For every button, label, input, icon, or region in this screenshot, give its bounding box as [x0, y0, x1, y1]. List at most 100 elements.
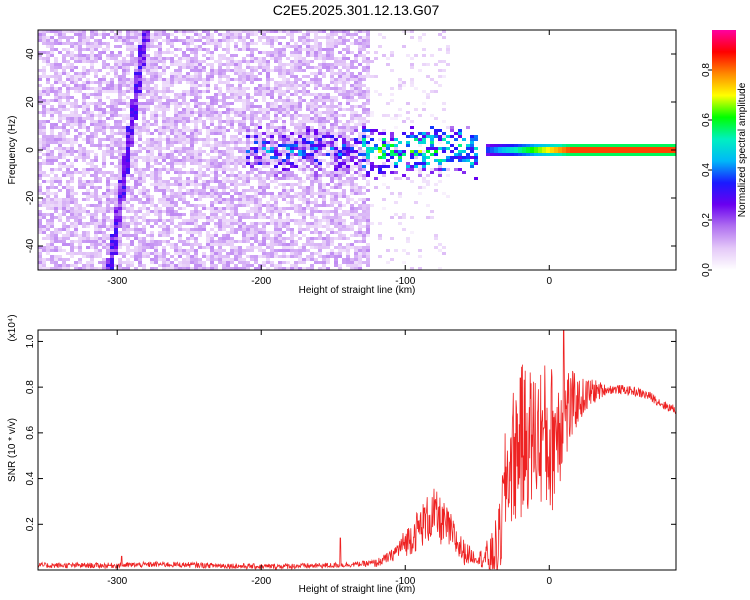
- heatmap-cell: [274, 90, 278, 93]
- heatmap-cell: [98, 129, 102, 132]
- heatmap-cell: [350, 177, 354, 180]
- heatmap-cell: [82, 153, 86, 156]
- heatmap-cell: [126, 210, 130, 213]
- heatmap-cell: [70, 231, 74, 234]
- heatmap-cell: [282, 132, 286, 135]
- heatmap-cell: [298, 210, 302, 213]
- heatmap-cell: [334, 111, 338, 114]
- heatmap-cell: [190, 231, 194, 234]
- heatmap-cell: [142, 228, 146, 231]
- heatmap-cell: [130, 54, 134, 57]
- heatmap-cell: [126, 84, 130, 87]
- heatmap-cell: [114, 60, 118, 63]
- heatmap-cell: [290, 264, 294, 267]
- heatmap-cell: [122, 147, 126, 150]
- heatmap-cell: [102, 234, 106, 237]
- heatmap-cell: [62, 264, 66, 267]
- heatmap-cell: [310, 246, 314, 249]
- heatmap-cell: [338, 72, 342, 75]
- heatmap-cell: [314, 33, 318, 36]
- heatmap-cell: [90, 120, 94, 123]
- heatmap-cell: [410, 30, 414, 33]
- heatmap-cell: [234, 252, 238, 255]
- heatmap-cell: [314, 96, 318, 99]
- heatmap-cell: [130, 36, 134, 39]
- heatmap-cell: [62, 222, 66, 225]
- heatmap-cell: [42, 201, 46, 204]
- heatmap-cell: [298, 222, 302, 225]
- heatmap-cell: [150, 204, 154, 207]
- heatmap-cell: [74, 225, 78, 228]
- heatmap-cell: [294, 69, 298, 72]
- heatmap-cell: [298, 267, 302, 270]
- heatmap-cell: [354, 90, 358, 93]
- heatmap-cell: [154, 240, 158, 243]
- heatmap-cell: [306, 75, 310, 78]
- heatmap-cell: [370, 168, 374, 171]
- heatmap-cell: [82, 183, 86, 186]
- heatmap-cell: [98, 39, 102, 42]
- heatmap-cell: [50, 129, 54, 132]
- heatmap-cell: [322, 153, 326, 156]
- heatmap-cell: [42, 30, 46, 33]
- heatmap-cell: [146, 81, 150, 84]
- heatmap-cell: [110, 90, 114, 93]
- heatmap-cell: [94, 222, 98, 225]
- heatmap-cell: [166, 123, 170, 126]
- heatmap-cell: [194, 69, 198, 72]
- heatmap-cell: [46, 54, 50, 57]
- heatmap-cell: [198, 69, 202, 72]
- heatmap-cell: [218, 165, 222, 168]
- heatmap-cell: [46, 60, 50, 63]
- heatmap-cell: [246, 261, 250, 264]
- heatmap-cell: [334, 159, 338, 162]
- heatmap-cell: [190, 87, 194, 90]
- heatmap-cell: [190, 267, 194, 270]
- heatmap-cell: [86, 225, 90, 228]
- heatmap-cell: [46, 246, 50, 249]
- heatmap-cell: [270, 156, 274, 159]
- heatmap-cell: [402, 30, 406, 33]
- heatmap-cell: [262, 66, 266, 69]
- heatmap-cell: [346, 252, 350, 255]
- heatmap-cell: [322, 147, 326, 150]
- heatmap-cell: [238, 150, 242, 153]
- heatmap-cell: [110, 189, 114, 192]
- heatmap-cell: [338, 63, 342, 66]
- heatmap-cell: [266, 252, 270, 255]
- heatmap-cell: [266, 63, 270, 66]
- heatmap-cell: [306, 258, 310, 261]
- heatmap-cell: [174, 78, 178, 81]
- heatmap-cell: [126, 63, 130, 66]
- heatmap-cell: [146, 48, 150, 51]
- heatmap-cell: [122, 261, 126, 264]
- heatmap-cell: [182, 135, 186, 138]
- heatmap-cell: [366, 264, 370, 267]
- heatmap-cell: [102, 222, 106, 225]
- heatmap-cell: [146, 90, 150, 93]
- heatmap-cell: [106, 117, 110, 120]
- heatmap-cell: [166, 183, 170, 186]
- heatmap-cell: [282, 135, 286, 138]
- heatmap-cell: [230, 153, 234, 156]
- heatmap-cell: [398, 114, 402, 117]
- heatmap-cell: [70, 153, 74, 156]
- heatmap-cell: [190, 147, 194, 150]
- heatmap-cell: [162, 39, 166, 42]
- heatmap-cell: [394, 114, 398, 117]
- heatmap-cell: [82, 192, 86, 195]
- heatmap-cell: [234, 165, 238, 168]
- heatmap-cell: [334, 171, 338, 174]
- heatmap-cell: [290, 117, 294, 120]
- heatmap-cell: [278, 42, 282, 45]
- heatmap-cell: [198, 102, 202, 105]
- heatmap-cell: [110, 207, 114, 210]
- heatmap-cell: [222, 63, 226, 66]
- heatmap-cell: [250, 105, 254, 108]
- heatmap-cell: [66, 234, 70, 237]
- heatmap-cell: [78, 51, 82, 54]
- heatmap-cell: [334, 213, 338, 216]
- heatmap-cell: [326, 183, 330, 186]
- heatmap-cell: [50, 132, 54, 135]
- heatmap-cell: [298, 258, 302, 261]
